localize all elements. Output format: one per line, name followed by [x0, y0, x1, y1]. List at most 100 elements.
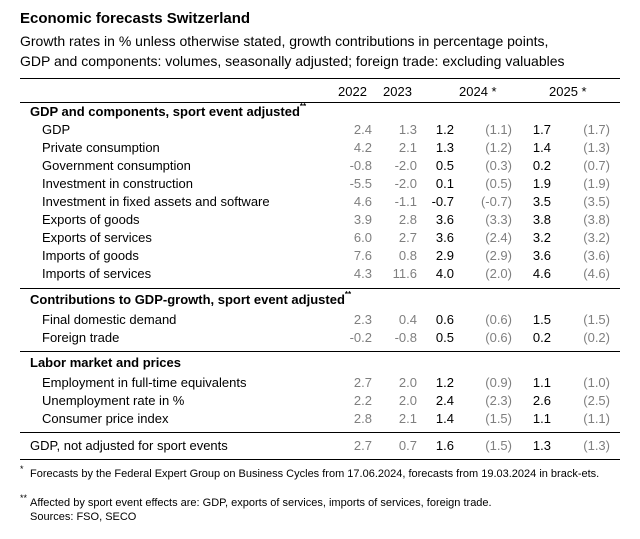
cell-2025-prev: (1.5) — [583, 312, 610, 327]
table-row: Employment in full-time equivalents 2.7 … — [20, 375, 620, 393]
table-row: Final domestic demand 2.3 0.4 0.6 (0.6) … — [20, 312, 620, 330]
table-row: Unemployment rate in % 2.2 2.0 2.4 (2.3)… — [20, 393, 620, 411]
cell-2024-prev: (-0.7) — [480, 194, 512, 209]
table-row: Imports of services 4.3 11.6 4.0 (2.0) 4… — [20, 266, 620, 284]
row-label: GDP, not adjusted for sport events — [30, 438, 228, 453]
table-bottom-rule — [20, 459, 620, 460]
cell-2025-prev: (1.3) — [583, 140, 610, 155]
cell-2023: 0.7 — [398, 438, 417, 453]
table-row: Investment in fixed assets and software … — [20, 194, 620, 212]
cell-2022: 2.8 — [353, 411, 372, 426]
cell-2023: 2.0 — [398, 393, 417, 408]
cell-2023: -2.0 — [394, 176, 417, 191]
cell-2023: 11.6 — [392, 266, 417, 281]
cell-2024-prev: (2.3) — [485, 393, 512, 408]
cell-2023: 2.7 — [398, 230, 417, 245]
subtitle-line-2: GDP and components: volumes, seasonally … — [20, 53, 565, 69]
table-row: Exports of goods 3.9 2.8 3.6 (3.3) 3.8 (… — [20, 212, 620, 230]
cell-2025: 1.1 — [532, 375, 551, 390]
cell-2022: 4.6 — [353, 194, 372, 209]
cell-2024: 1.4 — [435, 411, 454, 426]
cell-2024: 2.9 — [435, 248, 454, 263]
cell-2023: 1.3 — [398, 122, 417, 137]
cell-2022: 2.2 — [353, 393, 372, 408]
cell-2024-prev: (0.6) — [485, 312, 512, 327]
cell-2024: -0.7 — [431, 194, 454, 209]
cell-2025-prev: (0.7) — [583, 158, 610, 173]
section-heading-text: Labor market and prices — [30, 355, 181, 370]
subtitle-line-1: Growth rates in % unless otherwise state… — [20, 33, 549, 49]
cell-2022: 4.3 — [353, 266, 372, 281]
table-row: Imports of goods 7.6 0.8 2.9 (2.9) 3.6 (… — [20, 248, 620, 266]
cell-2025-prev: (3.6) — [583, 248, 610, 263]
sources-note: Sources: FSO, SECO — [30, 511, 137, 523]
cell-2024: 3.6 — [435, 212, 454, 227]
cell-2025-prev: (3.2) — [583, 230, 610, 245]
footnote-2: Affected by sport event effects are: GDP… — [30, 497, 492, 509]
cell-2025-prev: (1.0) — [583, 375, 610, 390]
cell-2022: -5.5 — [349, 176, 372, 191]
cell-2025-prev: (0.2) — [583, 330, 610, 345]
table-row: Investment in construction -5.5 -2.0 0.1… — [20, 176, 620, 194]
table-row: Exports of services 6.0 2.7 3.6 (2.4) 3.… — [20, 230, 620, 248]
row-label: GDP — [42, 122, 71, 137]
cell-2022: 6.0 — [353, 230, 372, 245]
row-label: Unemployment rate in % — [42, 393, 185, 408]
table-row: Government consumption -0.8 -2.0 0.5 (0.… — [20, 158, 620, 176]
cell-2025: 0.2 — [532, 330, 551, 345]
cell-2024: 1.6 — [435, 438, 454, 453]
table-row-gdp-unadjusted: GDP, not adjusted for sport events 2.7 0… — [20, 438, 620, 456]
cell-2024-prev: (2.9) — [485, 248, 512, 263]
section-heading-contributions: Contributions to GDP-growth, sport event… — [20, 290, 620, 310]
section-rule — [20, 432, 620, 433]
page-title: Economic forecasts Switzerland — [20, 10, 251, 27]
table-row: Consumer price index 2.8 2.1 1.4 (1.5) 1… — [20, 411, 620, 429]
cell-2022: 2.4 — [353, 122, 372, 137]
row-label: Exports of services — [42, 230, 152, 245]
column-header-2024: 2024 * — [459, 84, 497, 99]
row-label: Employment in full-time equivalents — [42, 375, 247, 390]
cell-2024-prev: (0.9) — [485, 375, 512, 390]
cell-2024-prev: (0.3) — [485, 158, 512, 173]
cell-2023: 0.8 — [398, 248, 417, 263]
cell-2025: 1.7 — [532, 122, 551, 137]
cell-2025-prev: (1.9) — [583, 176, 610, 191]
cell-2025: 1.1 — [532, 411, 551, 426]
cell-2023: -0.8 — [394, 330, 417, 345]
cell-2022: 2.7 — [353, 375, 372, 390]
section-rule — [20, 351, 620, 352]
cell-2025: 3.2 — [532, 230, 551, 245]
cell-2022: 2.3 — [353, 312, 372, 327]
cell-2022: 3.9 — [353, 212, 372, 227]
cell-2024: 0.5 — [435, 158, 454, 173]
column-header-2022: 2022 — [338, 84, 367, 99]
cell-2023: 2.1 — [398, 140, 417, 155]
section-heading-gdp-components: GDP and components, sport event adjusted… — [20, 102, 620, 122]
section-heading-labor: Labor market and prices — [20, 355, 620, 373]
row-label: Final domestic demand — [42, 312, 177, 327]
cell-2024-prev: (2.0) — [485, 266, 512, 281]
cell-2023: 2.1 — [398, 411, 417, 426]
cell-2025: 1.3 — [532, 438, 551, 453]
cell-2025: 1.4 — [532, 140, 551, 155]
row-label: Government consumption — [42, 158, 191, 173]
cell-2025: 0.2 — [532, 158, 551, 173]
row-label: Foreign trade — [42, 330, 120, 345]
cell-2022: -0.8 — [349, 158, 372, 173]
row-label: Private consumption — [42, 140, 160, 155]
cell-2024: 1.2 — [435, 122, 454, 137]
section-rule — [20, 288, 620, 289]
cell-2025-prev: (3.8) — [583, 212, 610, 227]
cell-2024-prev: (1.1) — [485, 122, 512, 137]
section-heading-text: GDP and components, sport event adjusted… — [30, 102, 307, 119]
cell-2024-prev: (1.2) — [485, 140, 512, 155]
cell-2024-prev: (0.5) — [485, 176, 512, 191]
cell-2024: 2.4 — [435, 393, 454, 408]
row-label: Investment in fixed assets and software — [42, 194, 270, 209]
cell-2024-prev: (1.5) — [485, 411, 512, 426]
footnote-mark-1: * — [20, 464, 24, 474]
cell-2022: -0.2 — [349, 330, 372, 345]
cell-2024: 4.0 — [435, 266, 454, 281]
column-header-2025: 2025 * — [549, 84, 587, 99]
cell-2025-prev: (2.5) — [583, 393, 610, 408]
